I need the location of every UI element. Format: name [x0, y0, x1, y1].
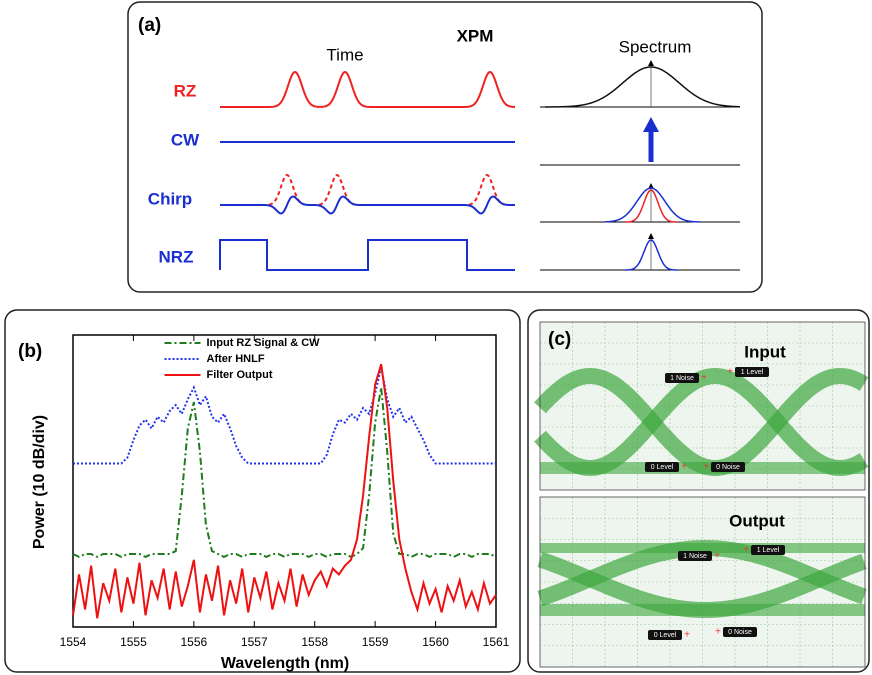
marker-label: 1 Level: [741, 369, 764, 376]
marker-label: 0 Level: [651, 464, 674, 471]
legend-label: Input RZ Signal & CW: [207, 337, 321, 349]
arrow-head: [648, 233, 654, 239]
chirp-intensity: [269, 175, 305, 205]
marker-label: 1 Level: [757, 547, 780, 554]
legend-label: Filter Output: [207, 369, 273, 381]
panel-label: (c): [548, 329, 571, 350]
x-tick-label: 1556: [181, 635, 208, 649]
panel-label: (a): [138, 15, 161, 36]
chirp-intensity: [319, 175, 355, 205]
data-line: [73, 364, 496, 618]
x-tick-label: 1561: [483, 635, 510, 649]
spectrum-curve: [545, 67, 740, 107]
marker-label: 0 Noise: [728, 629, 752, 636]
chirp-intensity: [469, 175, 505, 205]
marker-label: 0 Noise: [716, 464, 740, 471]
marker-cross: +: [743, 545, 749, 556]
rz-trace: [220, 72, 515, 107]
x-tick-label: 1558: [301, 635, 328, 649]
nrz-trace: [220, 240, 515, 270]
marker-cross: +: [701, 373, 707, 384]
x-tick-label: 1560: [422, 635, 449, 649]
row-label: Chirp: [148, 189, 192, 208]
marker-cross: +: [681, 462, 687, 473]
eye-diagrams: 1 Noise +1 Level +0 Level +0 Noise +1 Noise +…: [540, 322, 865, 667]
panel-label: (b): [18, 341, 42, 362]
y-axis-label: Power (10 dB/div): [31, 415, 48, 549]
marker-cross: +: [714, 551, 720, 562]
row-label: CW: [171, 130, 200, 149]
arrow-head: [648, 60, 654, 66]
marker-label: 1 Noise: [670, 375, 694, 382]
row-label: RZ: [174, 81, 197, 100]
spectrum-label: Spectrum: [619, 37, 692, 56]
chirp-trace: [220, 197, 515, 214]
plot-area: 1554 1555 1556 1557 1558 1559 1560 1561 Input RZ…: [60, 335, 510, 649]
legend-label: After HNLF: [207, 353, 265, 365]
marker-label: 1 Noise: [683, 553, 707, 560]
marker-cross: +: [715, 627, 721, 638]
spectrum-curve: [605, 188, 700, 222]
effect-label: XPM: [457, 26, 494, 45]
eye-title: Input: [744, 342, 786, 361]
marker-cross: +: [727, 367, 733, 378]
data-line: [73, 388, 496, 557]
eye-title: Output: [729, 511, 785, 530]
x-tick-label: 1557: [241, 635, 268, 649]
row-label: NRZ: [159, 247, 194, 266]
figure: (a) Time XPM Spectrum RZ CW Chirp NRZ (b…: [0, 0, 872, 675]
marker-cross: +: [684, 630, 690, 641]
x-axis-label: Wavelength (nm): [221, 655, 349, 672]
marker-label: 0 Level: [654, 632, 677, 639]
x-tick-label: 1554: [60, 635, 87, 649]
time-label: Time: [326, 45, 363, 64]
x-tick-label: 1555: [120, 635, 147, 649]
panel-a-drawing: [220, 60, 740, 270]
cw-arrow: [643, 117, 659, 132]
marker-cross: +: [703, 462, 709, 473]
data-line: [73, 367, 496, 463]
x-tick-label: 1559: [362, 635, 389, 649]
